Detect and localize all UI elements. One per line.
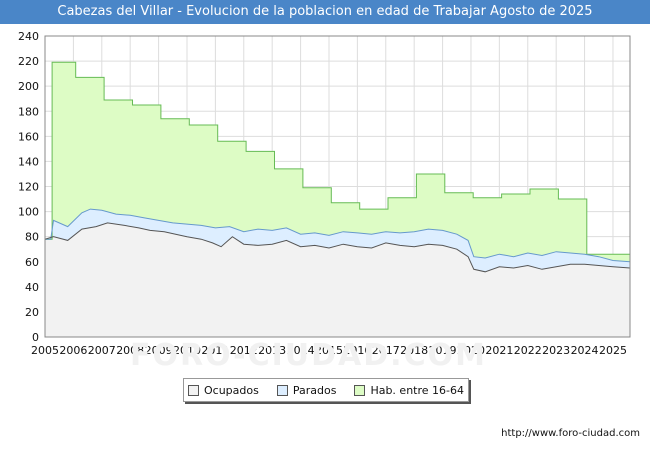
x-tick-label: 2005	[31, 344, 59, 357]
x-tick-label: 2011	[201, 344, 229, 357]
y-tick-label: 20	[25, 306, 39, 319]
y-tick-label: 80	[25, 231, 39, 244]
y-tick-label: 200	[18, 80, 39, 93]
x-tick-label: 2007	[88, 344, 116, 357]
x-tick-label: 2022	[514, 344, 542, 357]
y-tick-label: 220	[18, 55, 39, 68]
x-tick-label: 2024	[571, 344, 599, 357]
legend-swatch-ocupados	[187, 384, 199, 396]
x-tick-label: 2015	[315, 344, 343, 357]
x-tick-label: 2023	[542, 344, 570, 357]
y-tick-label: 180	[18, 105, 39, 118]
y-tick-label: 40	[25, 281, 39, 294]
legend: Ocupados Parados Hab. entre 16-64	[183, 378, 469, 402]
legend-item-parados: Parados	[276, 383, 337, 397]
x-tick-label: 2020	[457, 344, 485, 357]
x-tick-label: 2006	[59, 344, 87, 357]
legend-item-hab: Hab. entre 16-64	[354, 384, 464, 397]
x-tick-label: 2013	[258, 344, 286, 357]
source-url[interactable]: http://www.foro-ciudad.com	[501, 428, 640, 439]
x-tick-label: 2025	[599, 344, 627, 357]
legend-label-parados: Parados	[292, 383, 337, 397]
legend-swatch-parados	[276, 384, 288, 396]
parados-line	[45, 208, 631, 263]
x-tick-label: 2014	[287, 344, 315, 357]
x-tick-label: 2019	[429, 344, 457, 357]
y-tick-label: 0	[32, 331, 39, 344]
ocupados-area	[45, 222, 630, 337]
legend-item-ocupados: Ocupados	[187, 383, 259, 397]
ocupados-line	[44, 222, 631, 273]
y-tick-label: 140	[18, 155, 39, 168]
y-tick-label: 240	[18, 30, 39, 43]
x-tick-label: 2010	[173, 344, 201, 357]
x-tick-label: 2008	[116, 344, 144, 357]
x-tick-label: 2009	[145, 344, 173, 357]
y-tick-label: 120	[18, 181, 39, 194]
legend-label-ocupados: Ocupados	[203, 383, 259, 397]
y-tick-label: 160	[18, 130, 39, 143]
legend-label-hab: Hab. entre 16-64	[370, 383, 464, 397]
hab-line	[45, 61, 630, 255]
chart-title: Cabezas del Villar - Evolucion de la pob…	[0, 0, 650, 24]
x-tick-label: 2021	[485, 344, 513, 357]
x-tick-label: 2017	[372, 344, 400, 357]
plot-frame	[44, 35, 631, 338]
watermark: FORO-CIUDAD.COM	[130, 338, 487, 373]
legend-swatch-hab	[354, 384, 366, 396]
x-tick-label: 2018	[400, 344, 428, 357]
y-tick-label: 100	[18, 206, 39, 219]
y-tick-label: 60	[25, 256, 39, 269]
x-tick-label: 2016	[343, 344, 371, 357]
x-tick-label: 2012	[230, 344, 258, 357]
